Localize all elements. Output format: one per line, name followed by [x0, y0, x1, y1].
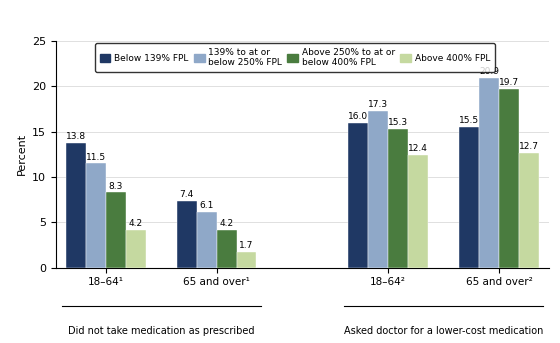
Bar: [368, 111, 388, 268]
Text: 13.8: 13.8: [66, 132, 86, 141]
Legend: Below 139% FPL, 139% to at or
below 250% FPL, Above 250% to at or
below 400% FPL: Below 139% FPL, 139% to at or below 250%…: [95, 44, 495, 72]
Text: 17.3: 17.3: [368, 100, 388, 109]
Bar: [126, 229, 146, 268]
Text: 11.5: 11.5: [86, 153, 106, 162]
Bar: [519, 153, 539, 268]
Bar: [459, 127, 479, 268]
Text: 4.2: 4.2: [220, 219, 234, 228]
Y-axis label: Percent: Percent: [17, 133, 26, 175]
Text: 6.1: 6.1: [199, 201, 214, 211]
Bar: [499, 89, 519, 268]
Text: 8.3: 8.3: [109, 181, 123, 191]
Bar: [236, 252, 256, 268]
Text: 20.9: 20.9: [479, 68, 499, 76]
Text: 4.2: 4.2: [129, 219, 143, 228]
Bar: [66, 143, 86, 268]
Bar: [86, 163, 106, 268]
Text: 12.7: 12.7: [519, 142, 539, 151]
Bar: [408, 155, 428, 268]
Bar: [348, 123, 368, 268]
Text: Asked doctor for a lower-cost medication: Asked doctor for a lower-cost medication: [344, 327, 543, 336]
Text: Did not take medication as prescribed: Did not take medication as prescribed: [68, 327, 254, 336]
Text: 19.7: 19.7: [499, 78, 519, 87]
Text: 15.3: 15.3: [388, 118, 408, 127]
Bar: [217, 229, 236, 268]
Text: 16.0: 16.0: [348, 112, 368, 121]
Bar: [106, 192, 126, 268]
Text: 12.4: 12.4: [408, 144, 428, 153]
Text: 7.4: 7.4: [180, 190, 194, 199]
Bar: [177, 201, 197, 268]
Bar: [197, 212, 217, 268]
Text: 15.5: 15.5: [459, 116, 479, 126]
Bar: [388, 129, 408, 268]
Text: 1.7: 1.7: [239, 241, 254, 250]
Bar: [479, 78, 499, 268]
